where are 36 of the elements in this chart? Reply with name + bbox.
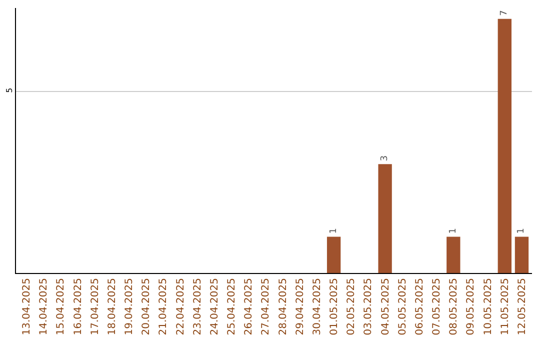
x-tick-label: 04.05.2025 bbox=[380, 278, 392, 336]
x-tick-label: 22.04.2025 bbox=[175, 278, 186, 336]
x-tick-label: 03.05.2025 bbox=[363, 278, 374, 336]
x-tick-label: 17.04.2025 bbox=[90, 278, 101, 336]
x-tick-label: 16.04.2025 bbox=[72, 278, 84, 336]
x-tick-label: 01.05.2025 bbox=[329, 278, 340, 336]
x-tick-label: 30.04.2025 bbox=[312, 278, 323, 336]
x-tick-label: 29.04.2025 bbox=[294, 278, 306, 336]
x-tick-label: 02.05.2025 bbox=[346, 278, 358, 336]
data-label: 7 bbox=[500, 10, 510, 16]
data-label: 1 bbox=[448, 228, 458, 234]
x-tick-label: 11.05.2025 bbox=[500, 278, 511, 336]
data-label: 1 bbox=[328, 228, 339, 234]
x-tick-label: 27.04.2025 bbox=[260, 278, 272, 336]
data-label: 1 bbox=[516, 228, 527, 234]
x-tick-label: 09.05.2025 bbox=[466, 278, 477, 336]
y-tick-label: 5 bbox=[4, 88, 14, 93]
x-tick-label: 20.04.2025 bbox=[141, 278, 152, 336]
x-tick-label: 06.05.2025 bbox=[414, 278, 426, 336]
x-tick-label: 21.04.2025 bbox=[158, 278, 170, 336]
x-tick-label: 23.04.2025 bbox=[192, 278, 204, 336]
x-tick-label: 07.05.2025 bbox=[432, 278, 443, 336]
x-tick-label: 26.04.2025 bbox=[244, 278, 255, 336]
x-tick-label: 24.04.2025 bbox=[209, 278, 220, 336]
x-tick-label: 12.05.2025 bbox=[517, 278, 528, 336]
x-tick-label: 14.04.2025 bbox=[38, 278, 50, 336]
x-tick-label: 13.04.2025 bbox=[22, 278, 32, 336]
x-tick-label: 15.04.2025 bbox=[56, 278, 67, 336]
x-tick-label: 18.04.2025 bbox=[106, 278, 118, 336]
x-tick-label: 25.04.2025 bbox=[226, 278, 238, 336]
x-tick-label: 28.04.2025 bbox=[278, 278, 289, 336]
x-tick-label: 05.05.2025 bbox=[397, 278, 408, 336]
data-label: 3 bbox=[380, 155, 390, 162]
x-tick-label: 19.04.2025 bbox=[124, 278, 136, 336]
x-tick-label: 08.05.2025 bbox=[448, 278, 460, 336]
x-tick-label: 10.05.2025 bbox=[482, 278, 494, 336]
